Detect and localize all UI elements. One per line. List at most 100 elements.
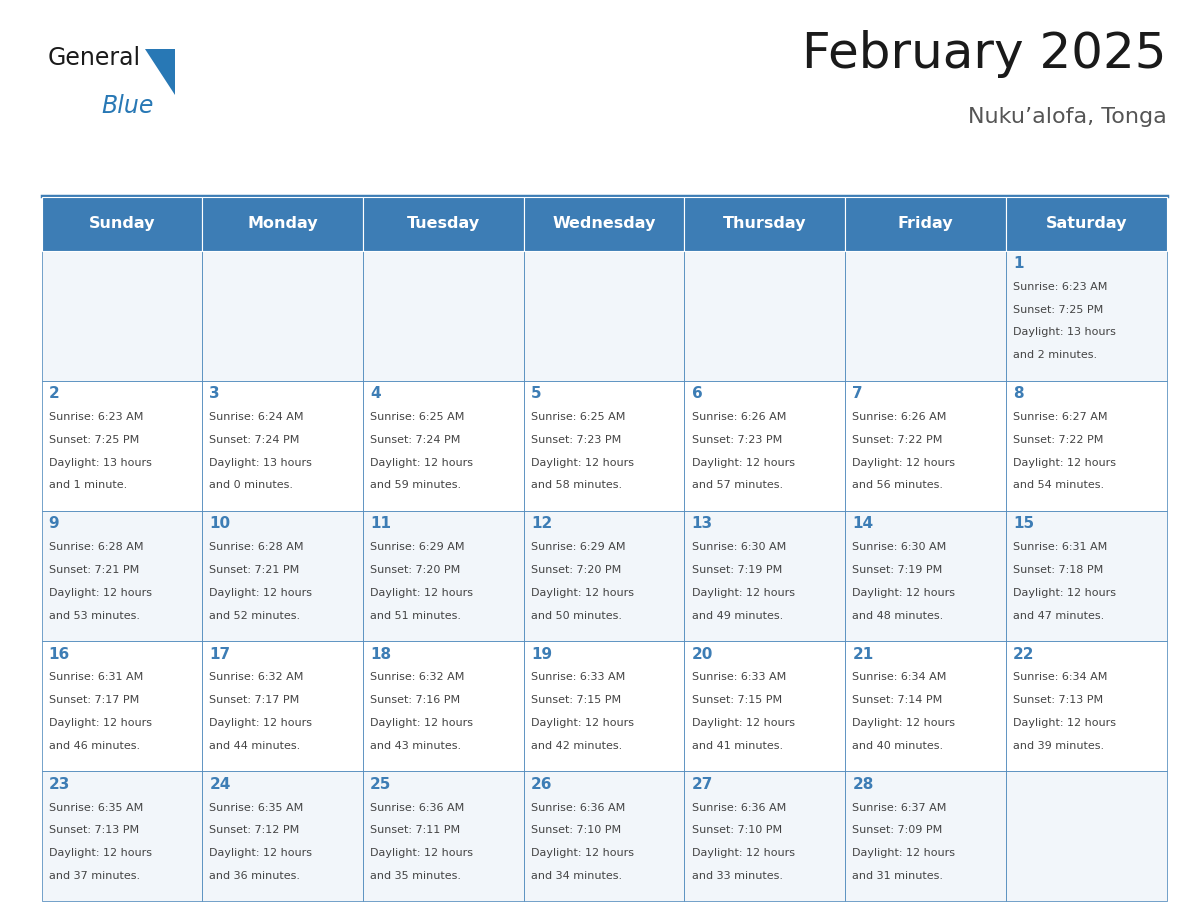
Text: 27: 27: [691, 777, 713, 792]
Bar: [845, 251, 1006, 381]
Text: Sunrise: 6:30 AM: Sunrise: 6:30 AM: [691, 543, 785, 552]
Bar: [364, 251, 524, 381]
Text: 16: 16: [49, 646, 70, 662]
Text: Sunrise: 6:29 AM: Sunrise: 6:29 AM: [531, 543, 625, 552]
Bar: [524, 771, 684, 901]
Text: Sunrise: 6:26 AM: Sunrise: 6:26 AM: [691, 412, 786, 422]
Text: 9: 9: [49, 517, 59, 532]
Text: and 54 minutes.: and 54 minutes.: [1013, 480, 1104, 490]
Text: Daylight: 12 hours: Daylight: 12 hours: [49, 718, 152, 728]
Text: Daylight: 12 hours: Daylight: 12 hours: [691, 457, 795, 467]
Bar: [364, 381, 524, 511]
Text: 21: 21: [852, 646, 873, 662]
Text: and 56 minutes.: and 56 minutes.: [852, 480, 943, 490]
Text: Sunset: 7:11 PM: Sunset: 7:11 PM: [371, 825, 460, 835]
Text: and 46 minutes.: and 46 minutes.: [49, 741, 140, 751]
Bar: [1006, 251, 1167, 381]
Text: and 1 minute.: and 1 minute.: [49, 480, 127, 490]
Text: and 47 minutes.: and 47 minutes.: [1013, 610, 1105, 621]
Text: and 35 minutes.: and 35 minutes.: [371, 871, 461, 881]
Text: Sunset: 7:17 PM: Sunset: 7:17 PM: [49, 695, 139, 705]
Text: 15: 15: [1013, 517, 1034, 532]
Text: Sunset: 7:13 PM: Sunset: 7:13 PM: [49, 825, 139, 835]
Text: Daylight: 12 hours: Daylight: 12 hours: [852, 457, 955, 467]
Text: Sunrise: 6:37 AM: Sunrise: 6:37 AM: [852, 802, 947, 812]
Text: and 53 minutes.: and 53 minutes.: [49, 610, 140, 621]
Text: Sunrise: 6:32 AM: Sunrise: 6:32 AM: [209, 672, 304, 682]
Text: Thursday: Thursday: [723, 217, 807, 231]
Bar: [684, 511, 845, 641]
Text: Sunrise: 6:29 AM: Sunrise: 6:29 AM: [371, 543, 465, 552]
Text: 8: 8: [1013, 386, 1024, 401]
Text: Daylight: 12 hours: Daylight: 12 hours: [209, 848, 312, 858]
Bar: [845, 511, 1006, 641]
Bar: [1006, 511, 1167, 641]
Text: and 49 minutes.: and 49 minutes.: [691, 610, 783, 621]
Text: Sunset: 7:21 PM: Sunset: 7:21 PM: [209, 565, 299, 575]
Text: and 39 minutes.: and 39 minutes.: [1013, 741, 1104, 751]
Text: Daylight: 12 hours: Daylight: 12 hours: [531, 848, 634, 858]
Text: Wednesday: Wednesday: [552, 217, 656, 231]
Text: Sunset: 7:23 PM: Sunset: 7:23 PM: [691, 435, 782, 445]
Text: Sunrise: 6:28 AM: Sunrise: 6:28 AM: [209, 543, 304, 552]
Text: Daylight: 12 hours: Daylight: 12 hours: [1013, 457, 1116, 467]
Text: Sunrise: 6:35 AM: Sunrise: 6:35 AM: [49, 802, 143, 812]
Text: Daylight: 13 hours: Daylight: 13 hours: [49, 457, 152, 467]
Bar: [42, 511, 202, 641]
Bar: [684, 197, 845, 251]
Text: Sunset: 7:20 PM: Sunset: 7:20 PM: [371, 565, 461, 575]
Bar: [684, 641, 845, 771]
Text: Daylight: 12 hours: Daylight: 12 hours: [49, 588, 152, 598]
Bar: [202, 771, 364, 901]
Text: Daylight: 12 hours: Daylight: 12 hours: [209, 588, 312, 598]
Text: Sunset: 7:09 PM: Sunset: 7:09 PM: [852, 825, 942, 835]
Text: and 2 minutes.: and 2 minutes.: [1013, 350, 1098, 360]
Bar: [202, 251, 364, 381]
Text: 26: 26: [531, 777, 552, 792]
Text: 20: 20: [691, 646, 713, 662]
Text: Sunset: 7:19 PM: Sunset: 7:19 PM: [852, 565, 942, 575]
Text: and 36 minutes.: and 36 minutes.: [209, 871, 301, 881]
Text: 19: 19: [531, 646, 552, 662]
Text: and 40 minutes.: and 40 minutes.: [852, 741, 943, 751]
Text: Sunset: 7:24 PM: Sunset: 7:24 PM: [209, 435, 299, 445]
Text: Sunset: 7:18 PM: Sunset: 7:18 PM: [1013, 565, 1104, 575]
Text: Daylight: 12 hours: Daylight: 12 hours: [852, 848, 955, 858]
Text: Sunrise: 6:35 AM: Sunrise: 6:35 AM: [209, 802, 304, 812]
Text: Sunrise: 6:26 AM: Sunrise: 6:26 AM: [852, 412, 947, 422]
Bar: [524, 251, 684, 381]
Bar: [364, 771, 524, 901]
Text: Sunrise: 6:33 AM: Sunrise: 6:33 AM: [531, 672, 625, 682]
Bar: [42, 641, 202, 771]
Text: Sunset: 7:23 PM: Sunset: 7:23 PM: [531, 435, 621, 445]
Text: Daylight: 12 hours: Daylight: 12 hours: [852, 588, 955, 598]
Text: and 37 minutes.: and 37 minutes.: [49, 871, 140, 881]
Text: Sunset: 7:22 PM: Sunset: 7:22 PM: [1013, 435, 1104, 445]
Bar: [845, 771, 1006, 901]
Text: Daylight: 13 hours: Daylight: 13 hours: [1013, 328, 1116, 338]
Text: 17: 17: [209, 646, 230, 662]
Text: Daylight: 12 hours: Daylight: 12 hours: [371, 718, 473, 728]
Text: 6: 6: [691, 386, 702, 401]
Text: February 2025: February 2025: [802, 30, 1167, 78]
Bar: [1006, 197, 1167, 251]
Bar: [42, 771, 202, 901]
Text: Sunset: 7:19 PM: Sunset: 7:19 PM: [691, 565, 782, 575]
Bar: [42, 197, 202, 251]
Text: Sunset: 7:10 PM: Sunset: 7:10 PM: [531, 825, 621, 835]
Text: Sunrise: 6:25 AM: Sunrise: 6:25 AM: [371, 412, 465, 422]
Bar: [202, 511, 364, 641]
Text: Daylight: 12 hours: Daylight: 12 hours: [691, 848, 795, 858]
Bar: [684, 771, 845, 901]
Text: and 31 minutes.: and 31 minutes.: [852, 871, 943, 881]
Text: Daylight: 12 hours: Daylight: 12 hours: [531, 457, 634, 467]
Text: 13: 13: [691, 517, 713, 532]
Text: 2: 2: [49, 386, 59, 401]
Text: Sunrise: 6:36 AM: Sunrise: 6:36 AM: [691, 802, 785, 812]
Text: Sunrise: 6:32 AM: Sunrise: 6:32 AM: [371, 672, 465, 682]
Text: Daylight: 13 hours: Daylight: 13 hours: [209, 457, 312, 467]
Bar: [845, 197, 1006, 251]
Text: Sunday: Sunday: [89, 217, 156, 231]
Bar: [845, 381, 1006, 511]
Text: and 0 minutes.: and 0 minutes.: [209, 480, 293, 490]
